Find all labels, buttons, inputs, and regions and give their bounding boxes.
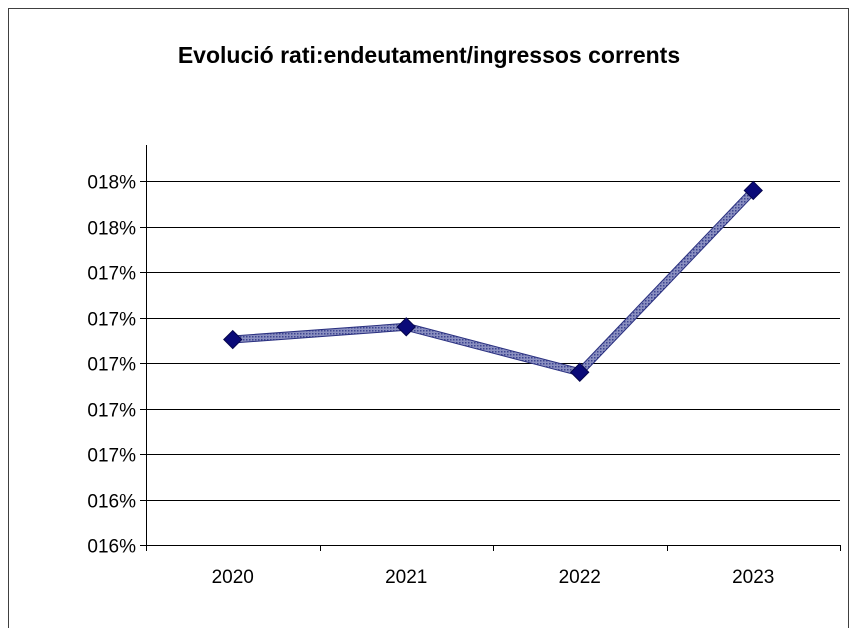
data-point-marker [223,329,243,350]
x-tick-label: 2022 [559,567,601,588]
data-point-marker [570,362,590,382]
x-tick-label: 2023 [732,567,774,588]
y-tick-label: 017% [87,310,136,331]
y-tick-label: 016% [87,492,136,513]
data-point-marker [396,317,416,337]
series-line [232,188,756,376]
y-tick-label: 016% [87,537,136,558]
y-tick-label: 017% [87,446,136,467]
y-tick-label: 018% [87,219,136,240]
x-tick-label: 2021 [385,567,427,588]
y-tick-label: 017% [87,401,136,422]
chart-title: Evolució rati:endeutament/ingressos corr… [177,42,681,68]
y-tick-label: 017% [87,355,136,376]
data-point-marker [743,180,763,201]
y-tick-label: 018% [87,173,136,194]
chart-frame [8,8,849,628]
y-tick-label: 017% [87,264,136,285]
x-tick-label: 2020 [212,567,254,588]
series-line-outline [232,187,757,377]
